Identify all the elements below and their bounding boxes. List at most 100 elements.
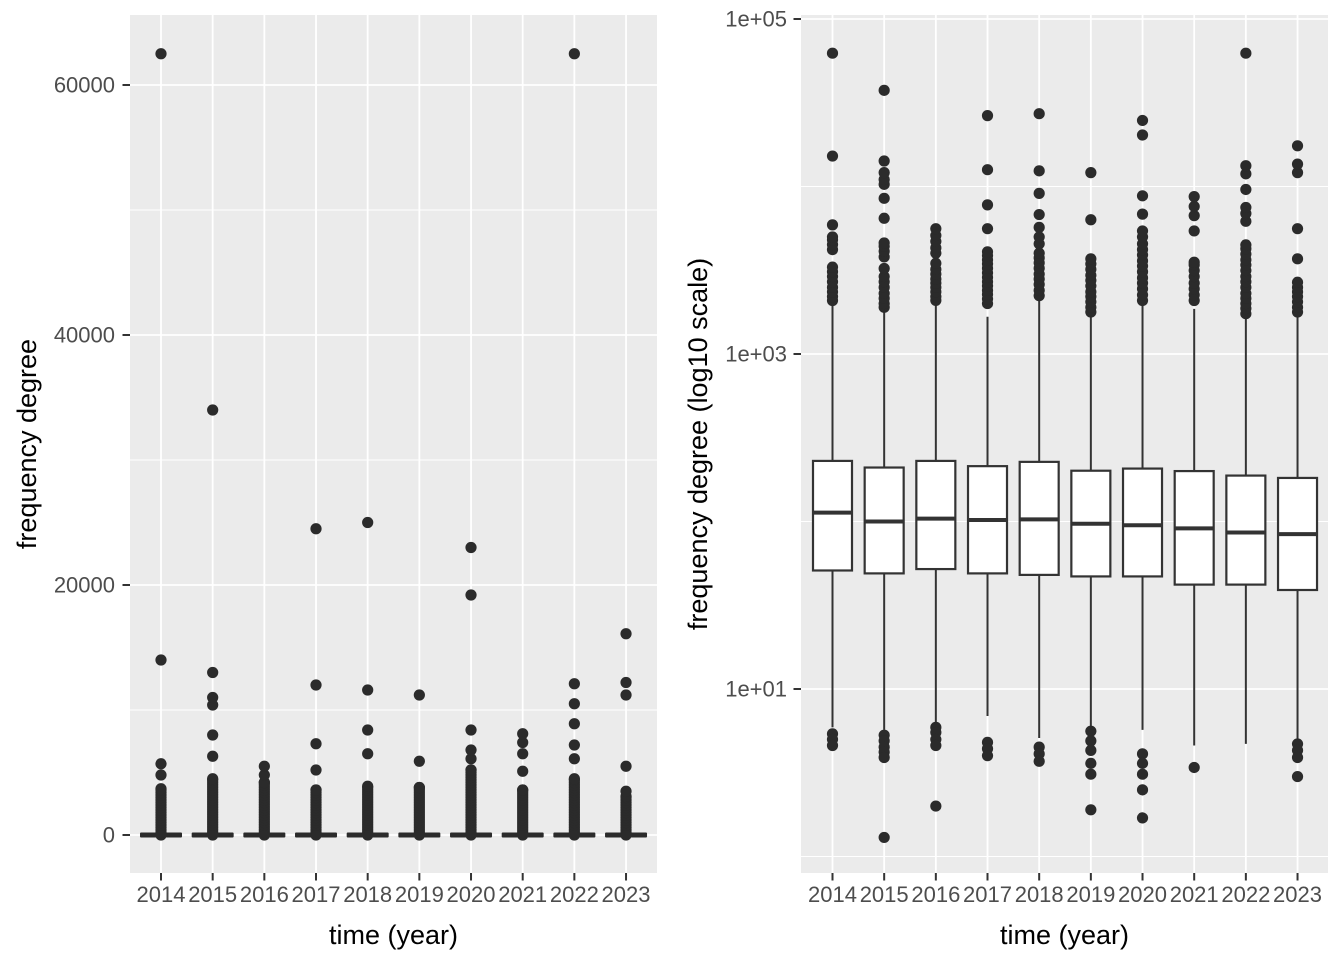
outlier-point [878, 192, 890, 204]
x-tick-label: 2022 [550, 882, 599, 907]
outlier-point [826, 231, 839, 243]
left-group-2018 [346, 516, 389, 841]
outlier-point [1033, 755, 1045, 767]
left-plot: 0 20000 40000 60000 2014 2015 2016 2017 2018 2019… [12, 15, 657, 950]
outlier-point [981, 164, 994, 176]
right-group-2014 [811, 47, 854, 752]
x-tick-label: 2023 [602, 882, 651, 907]
outlier-point [465, 541, 477, 554]
left-group-2023 [605, 628, 648, 841]
y-tick-label: 40000 [54, 323, 115, 348]
outlier-point [1188, 191, 1200, 203]
right-group-2017 [966, 110, 1009, 762]
right-group-2016 [915, 223, 957, 812]
outlier-point [878, 237, 890, 249]
y-tick-label: 1e+05 [725, 7, 787, 32]
outlier-point [362, 748, 374, 760]
right-group-2020 [1121, 114, 1164, 824]
outlier-point [930, 739, 942, 752]
outlier-point [465, 753, 477, 765]
outlier-point [1085, 253, 1097, 265]
outlier-point [568, 753, 580, 765]
outlier-point [465, 744, 477, 756]
x-tick-label: 2016 [240, 882, 289, 907]
outlier-point [362, 724, 374, 736]
outlier-point [1033, 108, 1045, 120]
left-group-2019 [398, 689, 441, 841]
y-tick-label: 1e+03 [725, 342, 787, 367]
outlier-point [620, 689, 632, 701]
x-tick-label: 2014 [137, 882, 186, 907]
collapsed-box-dash [605, 832, 648, 838]
outlier-point [1136, 225, 1149, 237]
outlier-point [413, 781, 425, 794]
left-group-2021 [501, 728, 544, 841]
outlier-point [1136, 812, 1149, 824]
outlier-point [1188, 225, 1200, 237]
outlier-point [310, 784, 322, 796]
outlier-point [1033, 221, 1045, 233]
outlier-point [878, 831, 890, 844]
outlier-point [1188, 200, 1200, 213]
outlier-point [413, 755, 425, 767]
outlier-point [207, 773, 219, 785]
y-axis-title: frequency degree (log10 scale) [683, 258, 713, 630]
collapsed-box-dash [450, 832, 493, 838]
y-axis-title: frequency degree [12, 339, 42, 549]
collapsed-box-dash [346, 832, 389, 838]
outlier-point [1291, 751, 1304, 764]
outlier-point [568, 739, 580, 751]
outlier-point [1085, 214, 1097, 226]
outlier-point [981, 246, 994, 258]
outlier-point [1136, 190, 1149, 202]
collapsed-box-dash [243, 832, 286, 838]
outlier-point [207, 750, 219, 762]
outlier-point [207, 691, 219, 704]
outlier-point [1085, 804, 1097, 816]
outlier-point [1136, 784, 1149, 796]
outlier-point [930, 223, 942, 235]
collapsed-box-dash [398, 832, 441, 838]
outlier-point [413, 689, 425, 701]
collapsed-box-dash [191, 832, 234, 838]
right-group-2019 [1070, 167, 1112, 816]
outlier-point [1136, 748, 1149, 760]
left-group-2020 [450, 541, 493, 841]
y-tick-label: 1e+01 [725, 677, 787, 702]
outlier-point [1291, 223, 1304, 235]
outlier-point [1240, 47, 1252, 59]
outlier-point [1033, 165, 1045, 177]
outlier-point [620, 628, 632, 640]
outlier-point [362, 780, 374, 792]
outlier-point [878, 212, 890, 224]
outlier-point [1136, 114, 1149, 127]
outlier-point [155, 769, 167, 781]
outlier-point [620, 785, 632, 797]
outlier-point [465, 589, 477, 601]
outlier-point [981, 223, 994, 235]
right-group-2023 [1276, 140, 1319, 783]
outlier-point [517, 765, 529, 777]
collapsed-box-dash [553, 832, 596, 838]
outlier-point [310, 738, 322, 750]
box [1121, 467, 1164, 578]
right-group-2015 [863, 84, 905, 844]
outlier-point [155, 783, 167, 795]
outlier-point [207, 729, 219, 741]
x-tick-label: 2015 [188, 882, 237, 907]
outlier-point [155, 654, 167, 666]
outlier-point [517, 736, 529, 749]
outlier-point [568, 773, 580, 785]
outlier-point [1033, 231, 1045, 243]
collapsed-box-dash [295, 832, 338, 838]
x-tick-label: 2023 [1273, 882, 1322, 907]
x-tick-label: 2014 [808, 882, 857, 907]
outlier-point [1085, 744, 1097, 756]
outlier-point [465, 764, 477, 776]
outlier-point [1291, 140, 1304, 152]
outlier-point [568, 718, 580, 730]
outlier-point [1291, 276, 1304, 288]
outlier-point [981, 199, 994, 211]
x-tick-label: 2018 [1015, 882, 1064, 907]
